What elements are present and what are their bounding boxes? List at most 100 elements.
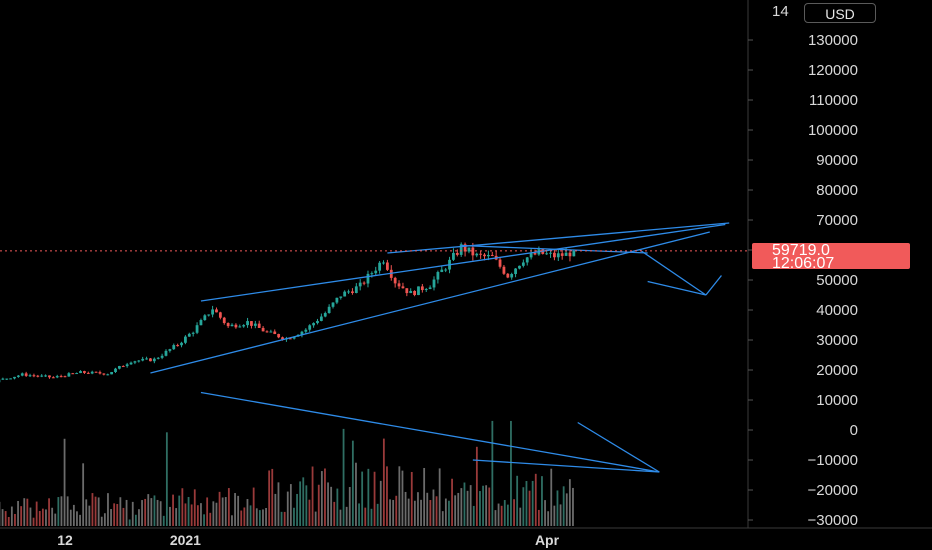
candle-body [145, 358, 148, 360]
volume-bar [469, 485, 472, 526]
volume-bar [516, 475, 519, 526]
volume-bar [209, 512, 212, 526]
y-tick-label: 70000 [816, 212, 858, 229]
volume-bar [556, 490, 559, 526]
y-tick-label: 10000 [816, 392, 858, 409]
volume-bar [122, 507, 125, 526]
candle-body [51, 377, 55, 379]
candle-body [207, 314, 211, 316]
candle-body [288, 338, 292, 340]
candle-body [160, 355, 164, 358]
volume-bar [212, 501, 215, 526]
candle-body [436, 272, 440, 280]
volume-bar [110, 509, 112, 526]
candle-body [444, 269, 448, 271]
candle-body [560, 253, 564, 256]
volume-bar [382, 438, 385, 526]
volume-bar [206, 497, 209, 526]
volume-bar [466, 490, 469, 526]
candle-body [137, 360, 141, 362]
volume-bar [221, 497, 224, 526]
volume-bar [568, 479, 571, 526]
trendline-drawings[interactable] [150, 222, 730, 473]
candle-body [483, 254, 486, 257]
volume-bar [417, 492, 419, 526]
volume-bar [351, 440, 354, 526]
volume-bar [69, 509, 72, 526]
volume-bar [246, 499, 249, 526]
trend-line[interactable] [150, 231, 710, 374]
volume-bar [134, 514, 137, 526]
volume-bar [165, 432, 168, 526]
y-tick-label: −20000 [808, 482, 858, 499]
volume-bar [420, 499, 422, 526]
candle-body [331, 302, 335, 307]
volume-bar [17, 500, 19, 526]
trend-line[interactable] [200, 223, 726, 302]
volume-bar [190, 504, 193, 526]
candle-body [417, 286, 420, 296]
volume-bar [103, 513, 106, 526]
volume-bar [494, 510, 497, 526]
volume-bar [413, 500, 416, 526]
time-axis[interactable]: 12 2021 Apr [57, 532, 559, 548]
candle-body [129, 362, 133, 365]
candle-body [238, 326, 242, 328]
candle-body [83, 371, 86, 373]
trend-line[interactable] [647, 280, 707, 296]
volume-bar [293, 507, 295, 526]
y-tick-label: 120000 [808, 62, 858, 79]
candle-body [250, 321, 253, 326]
volume-bar [252, 487, 255, 526]
candle-body [48, 375, 51, 378]
currency-button[interactable]: USD [804, 3, 876, 23]
trend-line[interactable] [472, 459, 660, 473]
trend-line[interactable] [705, 275, 722, 296]
candle-body [152, 358, 156, 362]
volume-bar [565, 493, 568, 526]
volume-bar [448, 500, 450, 526]
volume-bar [305, 485, 308, 526]
candle-body [397, 283, 401, 287]
candle-body [117, 366, 121, 369]
volume-bar [169, 506, 171, 526]
candle-body [44, 375, 47, 377]
y-tick-label: 100000 [808, 122, 858, 139]
volume-bar [404, 491, 407, 526]
volume-bar [45, 509, 47, 526]
trend-line[interactable] [461, 244, 648, 254]
volume-bar [503, 500, 506, 526]
volume-bar [482, 485, 484, 526]
candle-body [362, 282, 366, 284]
candle-body [475, 253, 479, 256]
volume-bar [184, 503, 187, 526]
volume-bar [187, 496, 190, 526]
volume-bar [14, 513, 16, 526]
volume-bar [559, 504, 562, 526]
volume-bar [373, 471, 376, 526]
candle-body [55, 376, 59, 378]
y-tick-label: 50000 [816, 272, 858, 289]
volume-bar [1, 509, 4, 526]
candle-body [110, 371, 114, 375]
volume-bar [401, 470, 404, 526]
trend-line[interactable] [639, 249, 707, 296]
price-axis[interactable]: −30000 −20000 −10000 0 10000 20000 30000 40000 5… [748, 3, 858, 529]
candle-body [28, 375, 32, 377]
volume-bar [32, 517, 35, 526]
y-tick-label: 110000 [809, 92, 858, 109]
candle-body [556, 253, 560, 258]
volume-bar [308, 499, 311, 526]
trend-line[interactable] [387, 222, 730, 254]
trend-line[interactable] [200, 391, 660, 473]
x-tick-label: 2021 [170, 532, 201, 548]
y-tick-label-partial: 14 [772, 3, 789, 20]
candle-body [413, 290, 416, 296]
candle-body [156, 357, 160, 359]
candle-body [300, 331, 304, 335]
trend-line[interactable] [577, 421, 660, 473]
candle-body [16, 375, 20, 377]
volume-bar [38, 510, 41, 526]
candle-body [401, 286, 405, 289]
